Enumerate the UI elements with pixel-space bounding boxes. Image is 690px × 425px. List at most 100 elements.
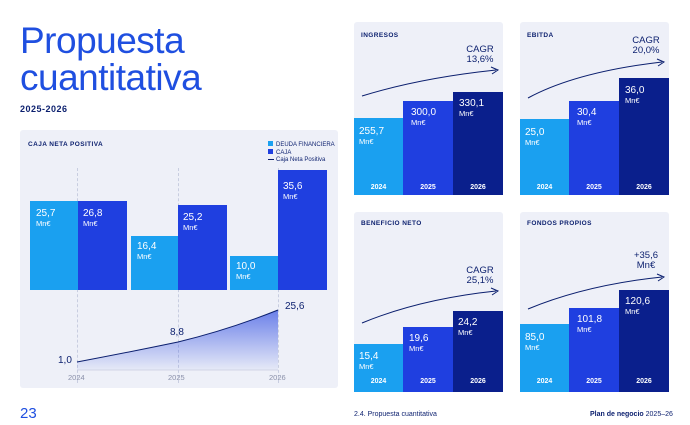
caja-year-2025: 2025 bbox=[168, 373, 185, 382]
bar-year: 2024 bbox=[370, 184, 387, 191]
footer-plan-label: Plan de negocio bbox=[590, 411, 644, 418]
bar-deuda-2024: 25,7 Mn€ bbox=[30, 201, 78, 290]
bar-year: 2025 bbox=[420, 378, 436, 385]
caja-year-2026: 2026 bbox=[269, 373, 286, 382]
legend-deuda-label: DEUDA FINANCIERA bbox=[276, 142, 335, 148]
bar-unit: Mn€ bbox=[525, 138, 540, 147]
bar-unit: Mn€ bbox=[137, 252, 152, 261]
bar-year: 2025 bbox=[586, 378, 602, 385]
bar-year: 2025 bbox=[586, 184, 602, 191]
fondos-delta: +35,6 Mn€ bbox=[624, 251, 668, 271]
bar-value: 10,0 bbox=[236, 261, 256, 272]
caja-title: CAJA NETA POSITIVA bbox=[28, 141, 104, 148]
page-title: Propuesta cuantitativa bbox=[20, 20, 202, 98]
neta-value-2024: 1,0 bbox=[58, 355, 72, 366]
caja-year-2024: 2024 bbox=[68, 373, 85, 382]
bar-value: 35,6 bbox=[283, 181, 303, 192]
bar-deuda-2026: 10,0 Mn€ bbox=[230, 256, 278, 290]
beneficio-bar-2025: 19,6 Mn€ 2025 bbox=[403, 327, 453, 392]
ebitda-cagr: CAGR 20,0% bbox=[624, 36, 668, 56]
beneficio-title: BENEFICIO NETO bbox=[361, 220, 422, 227]
bar-value: 30,4 bbox=[577, 107, 597, 118]
fondos-bar-2026: 120,6 Mn€ 2026 bbox=[619, 290, 669, 392]
bar-value: 16,4 bbox=[137, 241, 157, 252]
title-line-1: Propuesta bbox=[20, 20, 185, 61]
legend-neta-label: Caja Neta Positiva bbox=[276, 157, 326, 163]
legend-deuda: DEUDA FINANCIERA bbox=[268, 141, 335, 149]
bar-value: 25,2 bbox=[183, 212, 203, 223]
fondos-delta-value: +35,6 bbox=[633, 250, 659, 261]
bar-unit: Mn€ bbox=[83, 219, 98, 228]
title-line-2: cuantitativa bbox=[20, 57, 202, 98]
bar-year: 2026 bbox=[470, 184, 486, 191]
bar-unit: Mn€ bbox=[411, 118, 426, 127]
fondos-title: FONDOS PROPIOS bbox=[527, 220, 592, 227]
bar-unit: Mn€ bbox=[183, 223, 198, 232]
bar-year: 2024 bbox=[370, 378, 387, 385]
bar-value: 300,0 bbox=[411, 107, 437, 118]
ingresos-title: INGRESOS bbox=[361, 32, 399, 39]
fondos-bar-2024: 85,0 Mn€ 2024 bbox=[520, 324, 569, 392]
legend-neta: Caja Neta Positiva bbox=[268, 157, 335, 164]
bar-unit: Mn€ bbox=[577, 325, 592, 334]
fondos-arrow bbox=[527, 273, 666, 310]
beneficio-cagr: CAGR 25,1% bbox=[458, 266, 502, 286]
bar-caja-2026: 35,6 Mn€ bbox=[278, 170, 327, 290]
caja-neta-area bbox=[77, 310, 278, 370]
bar-value: 25,7 bbox=[36, 208, 56, 219]
ebitda-arrow bbox=[527, 58, 666, 99]
bar-value: 26,8 bbox=[83, 208, 103, 219]
caja-legend: DEUDA FINANCIERA CAJA Caja Neta Positiva bbox=[268, 141, 335, 164]
caja-neta-line-chart bbox=[76, 309, 279, 371]
ebitda-bar-2026: 36,0 Mn€ 2026 bbox=[619, 78, 669, 195]
neta-value-2025: 8,8 bbox=[170, 327, 184, 338]
bar-year: 2026 bbox=[470, 378, 486, 385]
ingresos-arrow bbox=[361, 66, 500, 97]
ingresos-bar-2026: 330,1 Mn€ 2026 bbox=[453, 92, 503, 195]
bar-value: 36,0 bbox=[625, 85, 645, 96]
ebitda-bar-2025: 30,4 Mn€ 2025 bbox=[569, 101, 619, 195]
bar-unit: Mn€ bbox=[359, 137, 374, 146]
bar-value: 85,0 bbox=[525, 332, 545, 343]
bar-unit: Mn€ bbox=[359, 362, 374, 371]
bar-deuda-2025: 16,4 Mn€ bbox=[131, 236, 178, 290]
bar-year: 2024 bbox=[536, 184, 553, 191]
footer-plan: Plan de negocio 2025–26 bbox=[590, 411, 673, 418]
bar-value: 101,8 bbox=[577, 314, 603, 325]
ebitda-bar-2024: 25,0 Mn€ 2024 bbox=[520, 119, 569, 195]
bar-unit: Mn€ bbox=[458, 328, 473, 337]
beneficio-arrow bbox=[361, 287, 500, 324]
bar-value: 24,2 bbox=[458, 317, 478, 328]
legend-neta-swatch bbox=[268, 158, 274, 160]
ingresos-bar-2024: 255,7 Mn€ 2024 bbox=[354, 118, 403, 195]
bar-year: 2025 bbox=[420, 184, 436, 191]
bar-unit: Mn€ bbox=[577, 118, 592, 127]
bar-unit: Mn€ bbox=[525, 343, 540, 352]
beneficio-bar-2026: 24,2 Mn€ 2026 bbox=[453, 311, 503, 392]
ingresos-bar-2025: 300,0 Mn€ 2025 bbox=[403, 101, 453, 195]
beneficio-cagr-value: 25,1% bbox=[466, 275, 494, 286]
legend-deuda-swatch bbox=[268, 141, 273, 146]
ebitda-cagr-label: CAGR bbox=[632, 35, 660, 46]
bar-unit: Mn€ bbox=[459, 109, 474, 118]
ingresos-cagr: CAGR 13,6% bbox=[458, 45, 502, 65]
bar-caja-2025: 25,2 Mn€ bbox=[178, 205, 227, 290]
page-years: 2025-2026 bbox=[20, 104, 68, 114]
ebitda-cagr-value: 20,0% bbox=[632, 45, 660, 56]
bar-value: 25,0 bbox=[525, 127, 545, 138]
fondos-bar-2025: 101,8 Mn€ 2025 bbox=[569, 308, 619, 392]
beneficio-cagr-label: CAGR bbox=[466, 265, 494, 276]
caja-neta-line bbox=[76, 309, 279, 363]
page-number: 23 bbox=[20, 405, 37, 422]
bar-unit: Mn€ bbox=[36, 219, 51, 228]
ingresos-cagr-value: 13,6% bbox=[466, 54, 494, 65]
bar-unit: Mn€ bbox=[625, 307, 640, 316]
bar-value: 15,4 bbox=[359, 351, 379, 362]
bar-value: 330,1 bbox=[459, 98, 485, 109]
ebitda-title: EBITDA bbox=[527, 32, 554, 39]
bar-value: 120,6 bbox=[625, 296, 651, 307]
legend-caja-label: CAJA bbox=[276, 150, 292, 156]
caja-panel: CAJA NETA POSITIVA DEUDA FINANCIERA CAJA… bbox=[20, 130, 338, 388]
fondos-delta-unit: Mn€ bbox=[636, 260, 656, 271]
bar-caja-2024: 26,8 Mn€ bbox=[78, 201, 127, 290]
